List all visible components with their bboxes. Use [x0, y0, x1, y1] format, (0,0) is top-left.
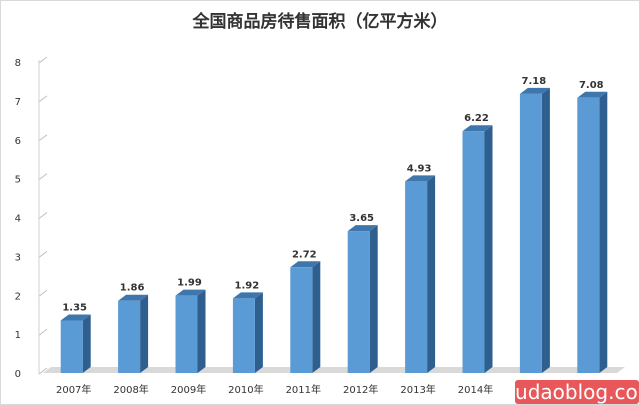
- x-tick-label: 2007年: [56, 383, 91, 396]
- data-labels-group: 1.35 1.86 1.99 1.92 2.72 3.65 4.93 6.22 7.18 7.08: [62, 76, 603, 314]
- bars-group: [60, 87, 608, 373]
- y-tick-label: 7: [15, 97, 21, 108]
- bar-side: [82, 314, 91, 373]
- bar-side: [140, 294, 149, 373]
- bar: [519, 87, 550, 373]
- x-tick-label: 2013年: [400, 383, 435, 396]
- x-tick-label: 2008年: [113, 383, 148, 396]
- y-tick-label: 1: [15, 330, 21, 341]
- x-tick-label: 2012年: [343, 383, 378, 396]
- y-tick-label: 6: [15, 136, 21, 147]
- bar-front: [405, 181, 428, 373]
- bar-top: [577, 91, 608, 98]
- bar-front: [60, 320, 83, 373]
- y-tick-label: 0: [15, 369, 21, 380]
- y-axis: 0 1 2 3 4 5 6 7 8: [15, 56, 48, 380]
- bar: [290, 261, 321, 373]
- bar-top: [118, 294, 149, 301]
- data-label: 1.86: [120, 283, 145, 294]
- bar: [347, 225, 378, 373]
- y-tick-label: 4: [15, 214, 21, 225]
- y-tick-mark: [38, 328, 48, 336]
- bar-side: [254, 292, 263, 373]
- watermark-text: niudaoblog.com: [497, 380, 639, 404]
- data-label: 7.08: [579, 80, 604, 91]
- bar-side: [197, 289, 206, 373]
- data-label: 6.22: [464, 113, 489, 124]
- bar-top: [462, 125, 493, 132]
- bar-top: [519, 87, 550, 94]
- chart-title: 全国商品房待售面积（亿平方米）: [192, 11, 448, 32]
- bar-top: [290, 261, 321, 268]
- bar-front: [577, 97, 600, 373]
- y-tick-mark: [38, 134, 48, 142]
- bar-side: [599, 91, 608, 373]
- x-tick-label: 2010年: [228, 383, 263, 396]
- bar-front: [175, 295, 198, 373]
- data-label: 4.93: [407, 163, 432, 174]
- data-label: 1.35: [62, 303, 87, 314]
- bar: [118, 294, 149, 373]
- bar: [577, 91, 608, 373]
- bar-side: [484, 125, 493, 373]
- bar-side: [427, 175, 436, 373]
- x-tick-label: 2014年: [458, 383, 493, 396]
- bar-front: [519, 93, 542, 373]
- bar-front: [462, 131, 485, 373]
- x-tick-label: 2009年: [171, 383, 206, 396]
- bar-top: [60, 314, 91, 321]
- y-tick-mark: [38, 56, 48, 64]
- bar-side: [369, 225, 378, 373]
- data-label: 1.92: [235, 280, 260, 291]
- bar-front: [232, 298, 255, 373]
- data-label: 2.72: [292, 249, 317, 260]
- bar-side: [541, 87, 550, 373]
- bar: [405, 175, 436, 373]
- y-tick-label: 3: [15, 252, 21, 263]
- y-tick-label: 8: [15, 58, 21, 69]
- y-tick-mark: [38, 250, 48, 258]
- bar-top: [175, 289, 206, 296]
- bar-side: [312, 261, 321, 373]
- x-tick-label: 2011年: [286, 383, 321, 396]
- bar: [232, 292, 263, 373]
- y-tick-mark: [38, 173, 48, 181]
- y-tick-mark: [38, 367, 48, 375]
- bar: [60, 314, 91, 373]
- watermark-background: [515, 380, 639, 404]
- watermark: niudaoblog.com: [497, 380, 639, 404]
- y-tick-label: 5: [15, 175, 21, 186]
- bar-top: [232, 292, 263, 299]
- bar-front: [290, 267, 313, 373]
- bar: [462, 125, 493, 373]
- y-tick-mark: [38, 212, 48, 219]
- data-label: 7.18: [522, 76, 547, 87]
- data-label: 1.99: [177, 278, 202, 289]
- bar-front: [347, 231, 370, 373]
- data-label: 3.65: [349, 213, 374, 224]
- bar-top: [405, 175, 436, 182]
- y-tick-mark: [38, 289, 48, 297]
- bar-front: [118, 300, 141, 373]
- y-tick-label: 2: [15, 291, 21, 302]
- y-tick-mark: [38, 95, 48, 103]
- bar: [175, 289, 206, 373]
- x-axis: 2007年 2008年 2009年 2010年 2011年 2012年 2013年 2014年…: [56, 383, 608, 396]
- bar-top: [347, 225, 378, 232]
